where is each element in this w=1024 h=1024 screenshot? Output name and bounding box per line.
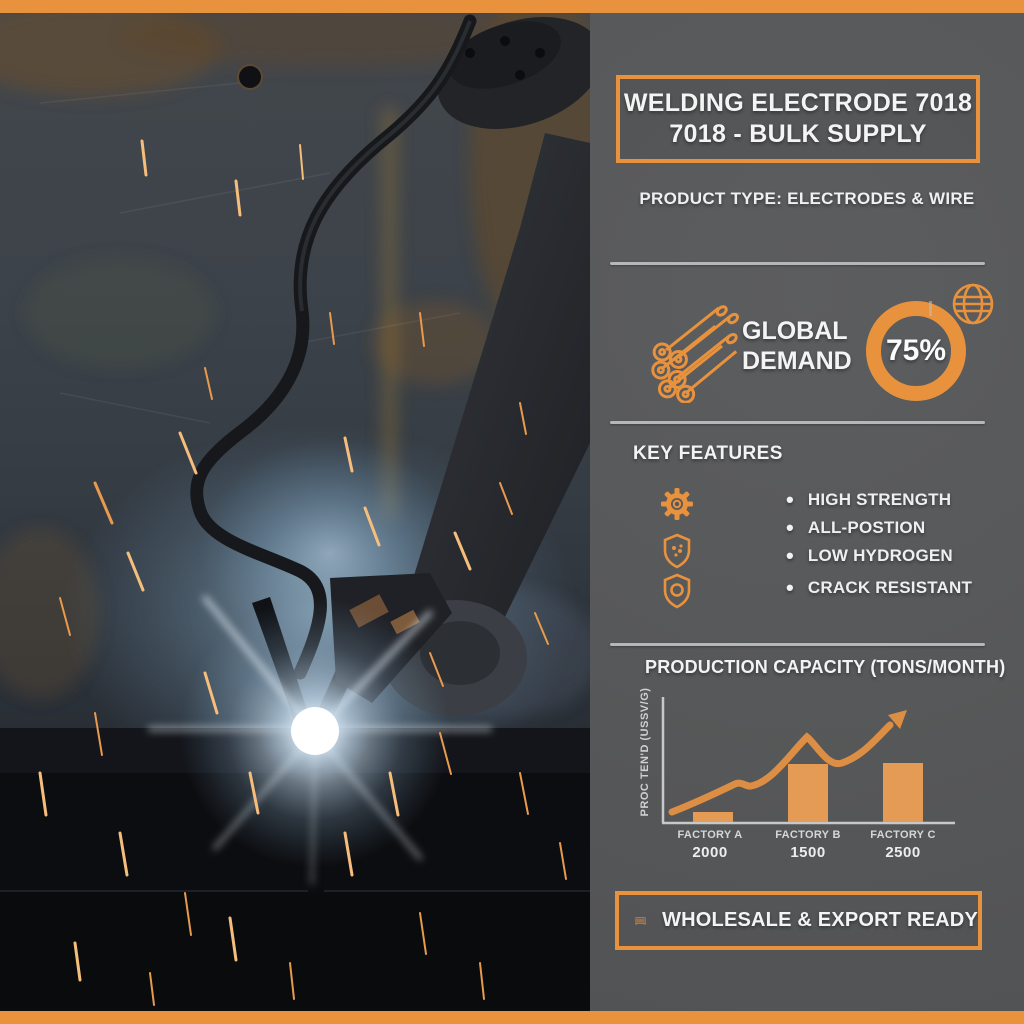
feature-text: CRACK RESISTANT	[807, 578, 973, 597]
globe-icon	[952, 283, 994, 325]
global-demand-line2: DEMAND	[742, 347, 852, 375]
divider	[610, 262, 985, 265]
category-label: FACTORY C	[870, 829, 936, 841]
banner-label: WHOLESALE & EXPORT READY	[662, 909, 978, 931]
info-panel: WELDING ELECTRODE 7018 7018 - BULK SUPPL…	[590, 13, 1024, 1011]
bar-factory-a	[693, 812, 733, 822]
electrode-bundle-icon	[651, 305, 739, 403]
value-label: 2500	[885, 844, 921, 861]
feature-text: ALL-POSTION	[807, 518, 926, 537]
wholesale-banner: WHOLESALE & EXPORT READY	[615, 891, 982, 950]
shield-dots-icon	[663, 533, 691, 569]
title-line-2: 7018 - BULK SUPPLY	[669, 120, 927, 148]
trend-arrowhead	[888, 710, 907, 729]
bottom-accent-bar	[0, 1011, 1024, 1024]
divider	[610, 421, 985, 424]
bar-factory-b	[788, 764, 828, 822]
category-label: FACTORY B	[775, 829, 841, 841]
chart-x-label: FACTORY B 1500	[753, 829, 863, 861]
chart-x-label: FACTORY A 2000	[655, 829, 765, 861]
chart-x-label: FACTORY C 2500	[848, 829, 958, 861]
welding-photo	[0, 13, 590, 1011]
global-demand-label: GLOBAL DEMAND	[742, 316, 852, 376]
donut-notch	[929, 301, 932, 316]
feature-text: LOW HYDROGEN	[807, 546, 953, 565]
title-box: WELDING ELECTRODE 7018 7018 - BULK SUPPL…	[616, 75, 980, 163]
global-demand-line1: GLOBAL	[742, 317, 848, 345]
donut-percent: 75%	[885, 334, 947, 367]
feature-item: HIGH STRENGTH	[786, 487, 951, 513]
chart-canvas	[661, 697, 955, 825]
key-features-heading: KEY FEATURES	[633, 443, 783, 464]
wall-hole	[237, 64, 263, 90]
welding-arc	[148, 595, 492, 885]
top-accent-bar	[0, 0, 1024, 13]
trend-line	[668, 721, 894, 816]
divider	[610, 643, 985, 646]
feature-text: HIGH STRENGTH	[807, 490, 952, 509]
category-label: FACTORY A	[677, 829, 743, 841]
container-icon	[635, 916, 646, 924]
title-line-1: WELDING ELECTRODE 7018	[623, 89, 973, 117]
value-label: 1500	[790, 844, 826, 861]
bar-factory-c	[883, 763, 923, 822]
production-heading: PRODUCTION CAPACITY (TONS/MONTH)	[645, 657, 1006, 677]
feature-item: LOW HYDROGEN	[786, 543, 953, 569]
sparks	[38, 139, 567, 1006]
chart-y-axis-label: PROC TEN'D (USSV/G)	[639, 687, 651, 817]
value-label: 2000	[692, 844, 728, 861]
feature-item: ALL-POSTION	[786, 515, 925, 541]
feature-item: CRACK RESISTANT	[786, 575, 972, 601]
production-chart: PROC TEN'D (USSV/G) FACTORY A 2000 FACTO…	[639, 688, 970, 891]
product-type-label: PRODUCT TYPE: ELECTRODES & WIRE	[639, 189, 975, 208]
shield-ring-icon	[663, 573, 691, 609]
gear-icon	[661, 488, 693, 520]
